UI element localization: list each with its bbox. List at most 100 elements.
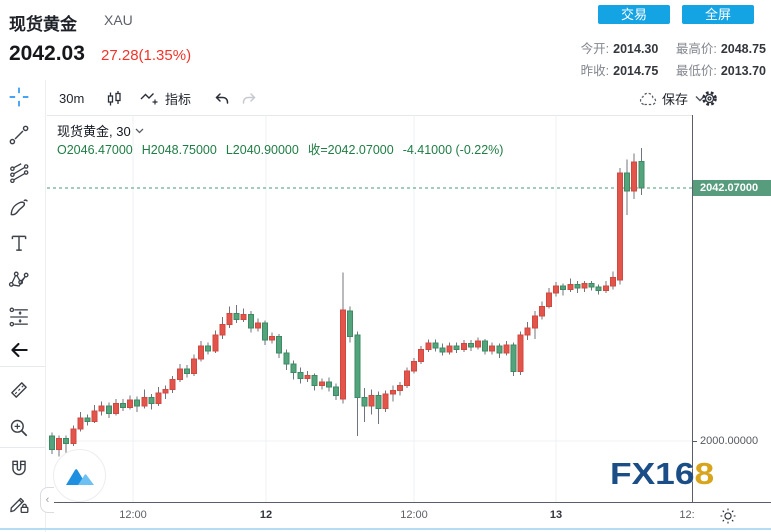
candlestick-chart[interactable] [47, 115, 692, 502]
candle [418, 349, 425, 363]
time-axis[interactable]: 12:00 12 12:00 13 12: [47, 502, 771, 529]
candle [176, 368, 183, 381]
candle [219, 323, 226, 336]
measure-tool-button[interactable] [8, 379, 30, 401]
candle [588, 282, 595, 288]
chevron-down-icon [135, 128, 144, 133]
gear-icon [702, 91, 717, 106]
candle [602, 285, 609, 292]
interval-button[interactable]: 30m [59, 81, 84, 116]
candle [595, 286, 602, 292]
price-tick-label: 2000.00000 [700, 435, 759, 447]
prev-close-label: 昨收: [580, 64, 610, 78]
chart-legend-ohlc: O2046.47000 H2048.75000 L2040.90000 收=2042.… [57, 139, 512, 158]
candle [382, 393, 389, 410]
fib-tool-button[interactable] [8, 161, 30, 183]
candle [489, 345, 496, 352]
candle [396, 385, 403, 392]
candle [624, 172, 631, 192]
time-tick-label: 12 [259, 509, 273, 521]
legend-symbol-interval: 现货黄金, 30 [57, 124, 131, 139]
candle [482, 340, 489, 352]
magnet-icon [12, 460, 26, 476]
candle [538, 305, 545, 317]
ruler-icon [11, 382, 27, 398]
time-tick-label: 12: [679, 509, 695, 521]
legend-low: L2040.90000 [225, 143, 299, 157]
toolbar-separator [0, 447, 45, 448]
candle [574, 284, 581, 289]
mountain-logo-icon [65, 468, 94, 485]
candle [609, 276, 616, 287]
drawing-lock-button[interactable] [8, 493, 30, 515]
candle [70, 428, 77, 444]
legend-close: 收=2042.07000 [307, 143, 394, 157]
symbol-code: XAU [104, 12, 133, 28]
trend-line-icon [9, 125, 29, 145]
candle [120, 403, 126, 408]
candle [112, 403, 119, 414]
text-icon [11, 235, 27, 251]
collapse-panel-tab[interactable]: ‹ [40, 487, 54, 513]
position-tool-button[interactable] [8, 306, 30, 328]
brush-icon [10, 199, 28, 216]
candle [638, 161, 645, 189]
time-tick-label: 12:00 [400, 509, 428, 521]
candle [191, 358, 197, 375]
zoom-in-tool-button[interactable] [8, 417, 30, 439]
candle [290, 363, 297, 373]
trend-line-tool-button[interactable] [8, 124, 30, 146]
current-price-badge: 2042.07000 [693, 180, 771, 196]
redo-button[interactable] [241, 81, 259, 116]
pattern-tool-button[interactable] [8, 269, 30, 291]
candle [283, 352, 290, 365]
last-price: 2042.03 [9, 42, 85, 65]
fib-lines-icon [10, 163, 29, 183]
candle [141, 397, 148, 407]
candle [467, 343, 474, 348]
candle [404, 370, 410, 387]
candle [318, 381, 325, 387]
crosshair-tool-button[interactable] [8, 86, 30, 108]
candle [63, 438, 70, 444]
xabcd-pattern-icon [8, 271, 29, 287]
candle [375, 394, 382, 409]
candle [553, 285, 560, 294]
candle [460, 343, 467, 351]
text-tool-button[interactable] [8, 232, 30, 254]
save-button[interactable]: 保存 [638, 81, 705, 116]
open-value: 2014.30 [613, 42, 659, 56]
chart-type-button[interactable] [105, 81, 124, 116]
candle [453, 345, 460, 351]
indicators-label: 指标 [165, 92, 192, 107]
interval-label: 30m [59, 91, 85, 106]
price-axis[interactable]: 2000.00000 2042.07000 [692, 115, 771, 502]
indicator-squiggle-icon [139, 90, 160, 107]
candle [304, 374, 311, 379]
undo-button[interactable] [212, 81, 230, 116]
magnet-tool-button[interactable] [8, 458, 30, 480]
candle [276, 335, 283, 354]
candle [325, 381, 332, 388]
indicators-button[interactable]: 指标 [139, 81, 191, 116]
trade-button[interactable]: 交易 [598, 5, 670, 24]
chart-legend-title[interactable]: 现货黄金, 30 [57, 121, 144, 140]
candle [148, 397, 155, 405]
candle [503, 344, 510, 354]
widget-bottom-border [0, 528, 771, 530]
pencil-lock-icon [10, 497, 29, 514]
candle [134, 399, 141, 407]
candle [56, 438, 63, 450]
chevron-down-icon [695, 95, 705, 102]
fullscreen-button[interactable]: 全屏 [682, 5, 754, 24]
theme-toggle-button[interactable] [719, 507, 737, 525]
settings-button[interactable] [700, 81, 719, 116]
candle [524, 327, 531, 336]
candle [212, 334, 219, 352]
candle [311, 374, 318, 387]
hide-drawings-button[interactable] [8, 339, 30, 361]
brush-tool-button[interactable] [8, 197, 30, 219]
candle [475, 340, 481, 348]
candles [49, 147, 645, 461]
